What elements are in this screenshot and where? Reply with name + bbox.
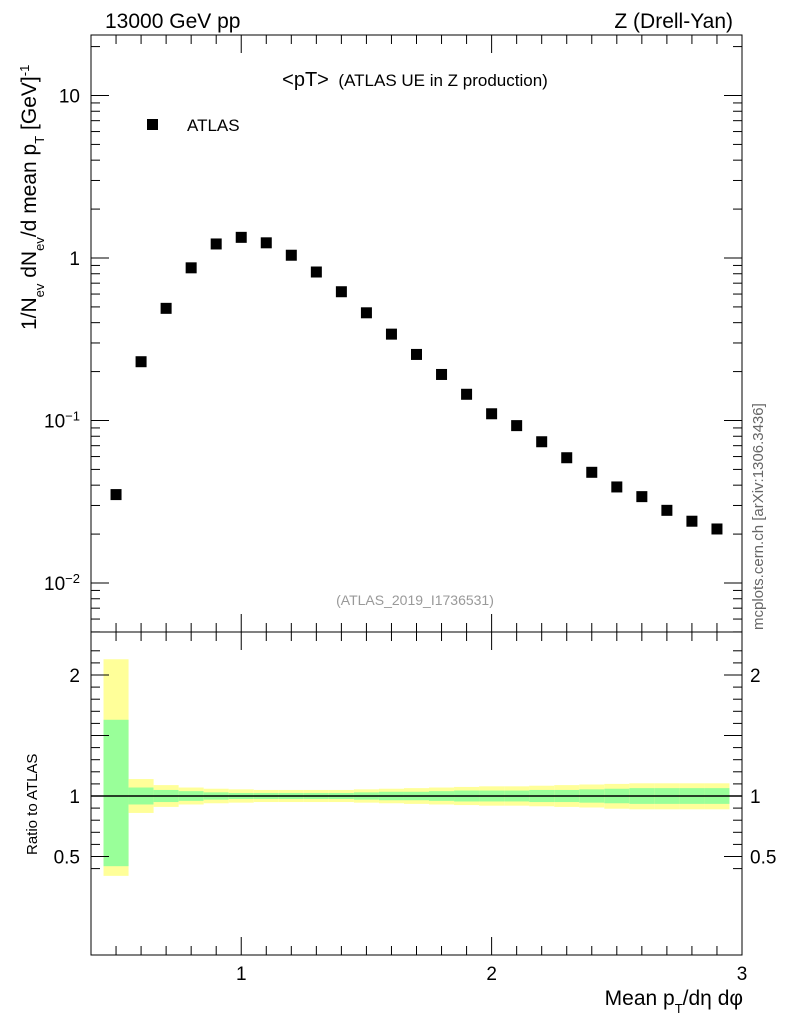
data-point-atlas xyxy=(335,286,347,298)
x-axis-title: Mean pT/dη dφ xyxy=(605,987,743,1016)
y-ratio-tick-label: 0.5 xyxy=(54,848,80,869)
data-point-atlas xyxy=(511,420,523,432)
data-point-atlas xyxy=(135,356,147,368)
x-tick-label: 3 xyxy=(737,964,748,985)
ratio-band-green xyxy=(103,719,129,867)
y-ratio-tick-label-right: 1 xyxy=(750,787,761,808)
y-axis-top-title: 1/Nev dNev/d mean pT [GeV]-1 xyxy=(17,65,47,330)
data-point-atlas xyxy=(461,388,473,400)
y-ratio-tick-label-right: 2 xyxy=(750,666,761,687)
data-point-atlas xyxy=(636,491,648,503)
data-point-atlas xyxy=(260,237,272,249)
legend-marker-atlas xyxy=(147,119,158,130)
main-panel: 10 1 10−1 10−2 xyxy=(44,34,743,633)
ratio-panel: 1 2 3 2 2 1 1 0.5 0.5 xyxy=(54,631,776,985)
data-point-atlas xyxy=(411,348,422,360)
data-point-atlas xyxy=(711,523,723,535)
data-point-atlas xyxy=(586,466,598,478)
data-point-atlas xyxy=(536,436,548,448)
data-point-atlas xyxy=(110,489,122,501)
data-point-atlas xyxy=(185,262,197,274)
data-point-atlas xyxy=(661,504,673,516)
y-ratio-tick-label: 1 xyxy=(69,787,80,808)
data-point-atlas xyxy=(160,302,172,314)
process-label: Z (Drell-Yan) xyxy=(614,10,733,33)
y-tick-label: 10−1 xyxy=(44,408,80,433)
data-point-atlas xyxy=(360,307,372,319)
energy-label: 13000 GeV pp xyxy=(105,10,240,33)
data-point-atlas xyxy=(486,408,498,420)
data-point-atlas xyxy=(436,368,448,380)
data-point-atlas xyxy=(611,481,623,493)
plot-title: <pT> (ATLAS UE in Z production) xyxy=(282,69,548,91)
legend-label-atlas: ATLAS xyxy=(187,116,240,135)
data-point-atlas xyxy=(235,231,247,243)
x-tick-label: 2 xyxy=(486,964,497,985)
side-credit: mcplots.cern.ch [arXiv:1306.3436] xyxy=(750,403,767,630)
data-point-atlas xyxy=(310,266,322,278)
y-axis-bottom-title: Ratio to ATLAS xyxy=(24,754,41,855)
y-ratio-tick-label-right: 0.5 xyxy=(750,848,776,869)
x-tick-label: 1 xyxy=(236,964,247,985)
data-point-atlas xyxy=(385,328,397,340)
data-point-atlas xyxy=(210,238,222,250)
data-point-atlas xyxy=(285,249,297,261)
y-tick-label: 10−2 xyxy=(44,571,80,596)
data-point-atlas xyxy=(686,515,698,527)
analysis-tag: (ATLAS_2019_I1736531) xyxy=(336,592,494,608)
y-ratio-tick-label: 2 xyxy=(69,666,80,687)
y-tick-label: 1 xyxy=(69,249,80,270)
plot-title-main: <pT> xyxy=(282,69,329,91)
data-point-atlas xyxy=(561,452,573,464)
plot-title-sub: (ATLAS UE in Z production) xyxy=(338,71,547,90)
y-tick-label: 10 xyxy=(59,87,80,108)
